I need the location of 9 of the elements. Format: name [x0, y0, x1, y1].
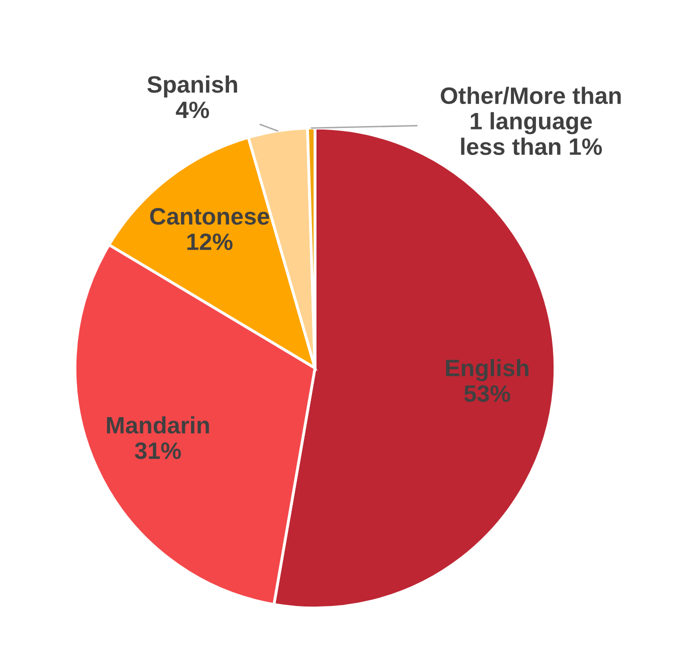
data-label: 12%	[187, 233, 233, 250]
slice-label: English	[446, 359, 528, 382]
data-label: less than 1%	[461, 138, 602, 156]
slice-label: Spanish	[147, 75, 238, 98]
data-label: 31%	[134, 442, 181, 460]
data-label: 53%	[464, 385, 510, 402]
slice-label: Mandarin	[107, 416, 209, 434]
slice-label: Cantonese	[150, 208, 270, 225]
data-label: 4%	[176, 102, 210, 118]
